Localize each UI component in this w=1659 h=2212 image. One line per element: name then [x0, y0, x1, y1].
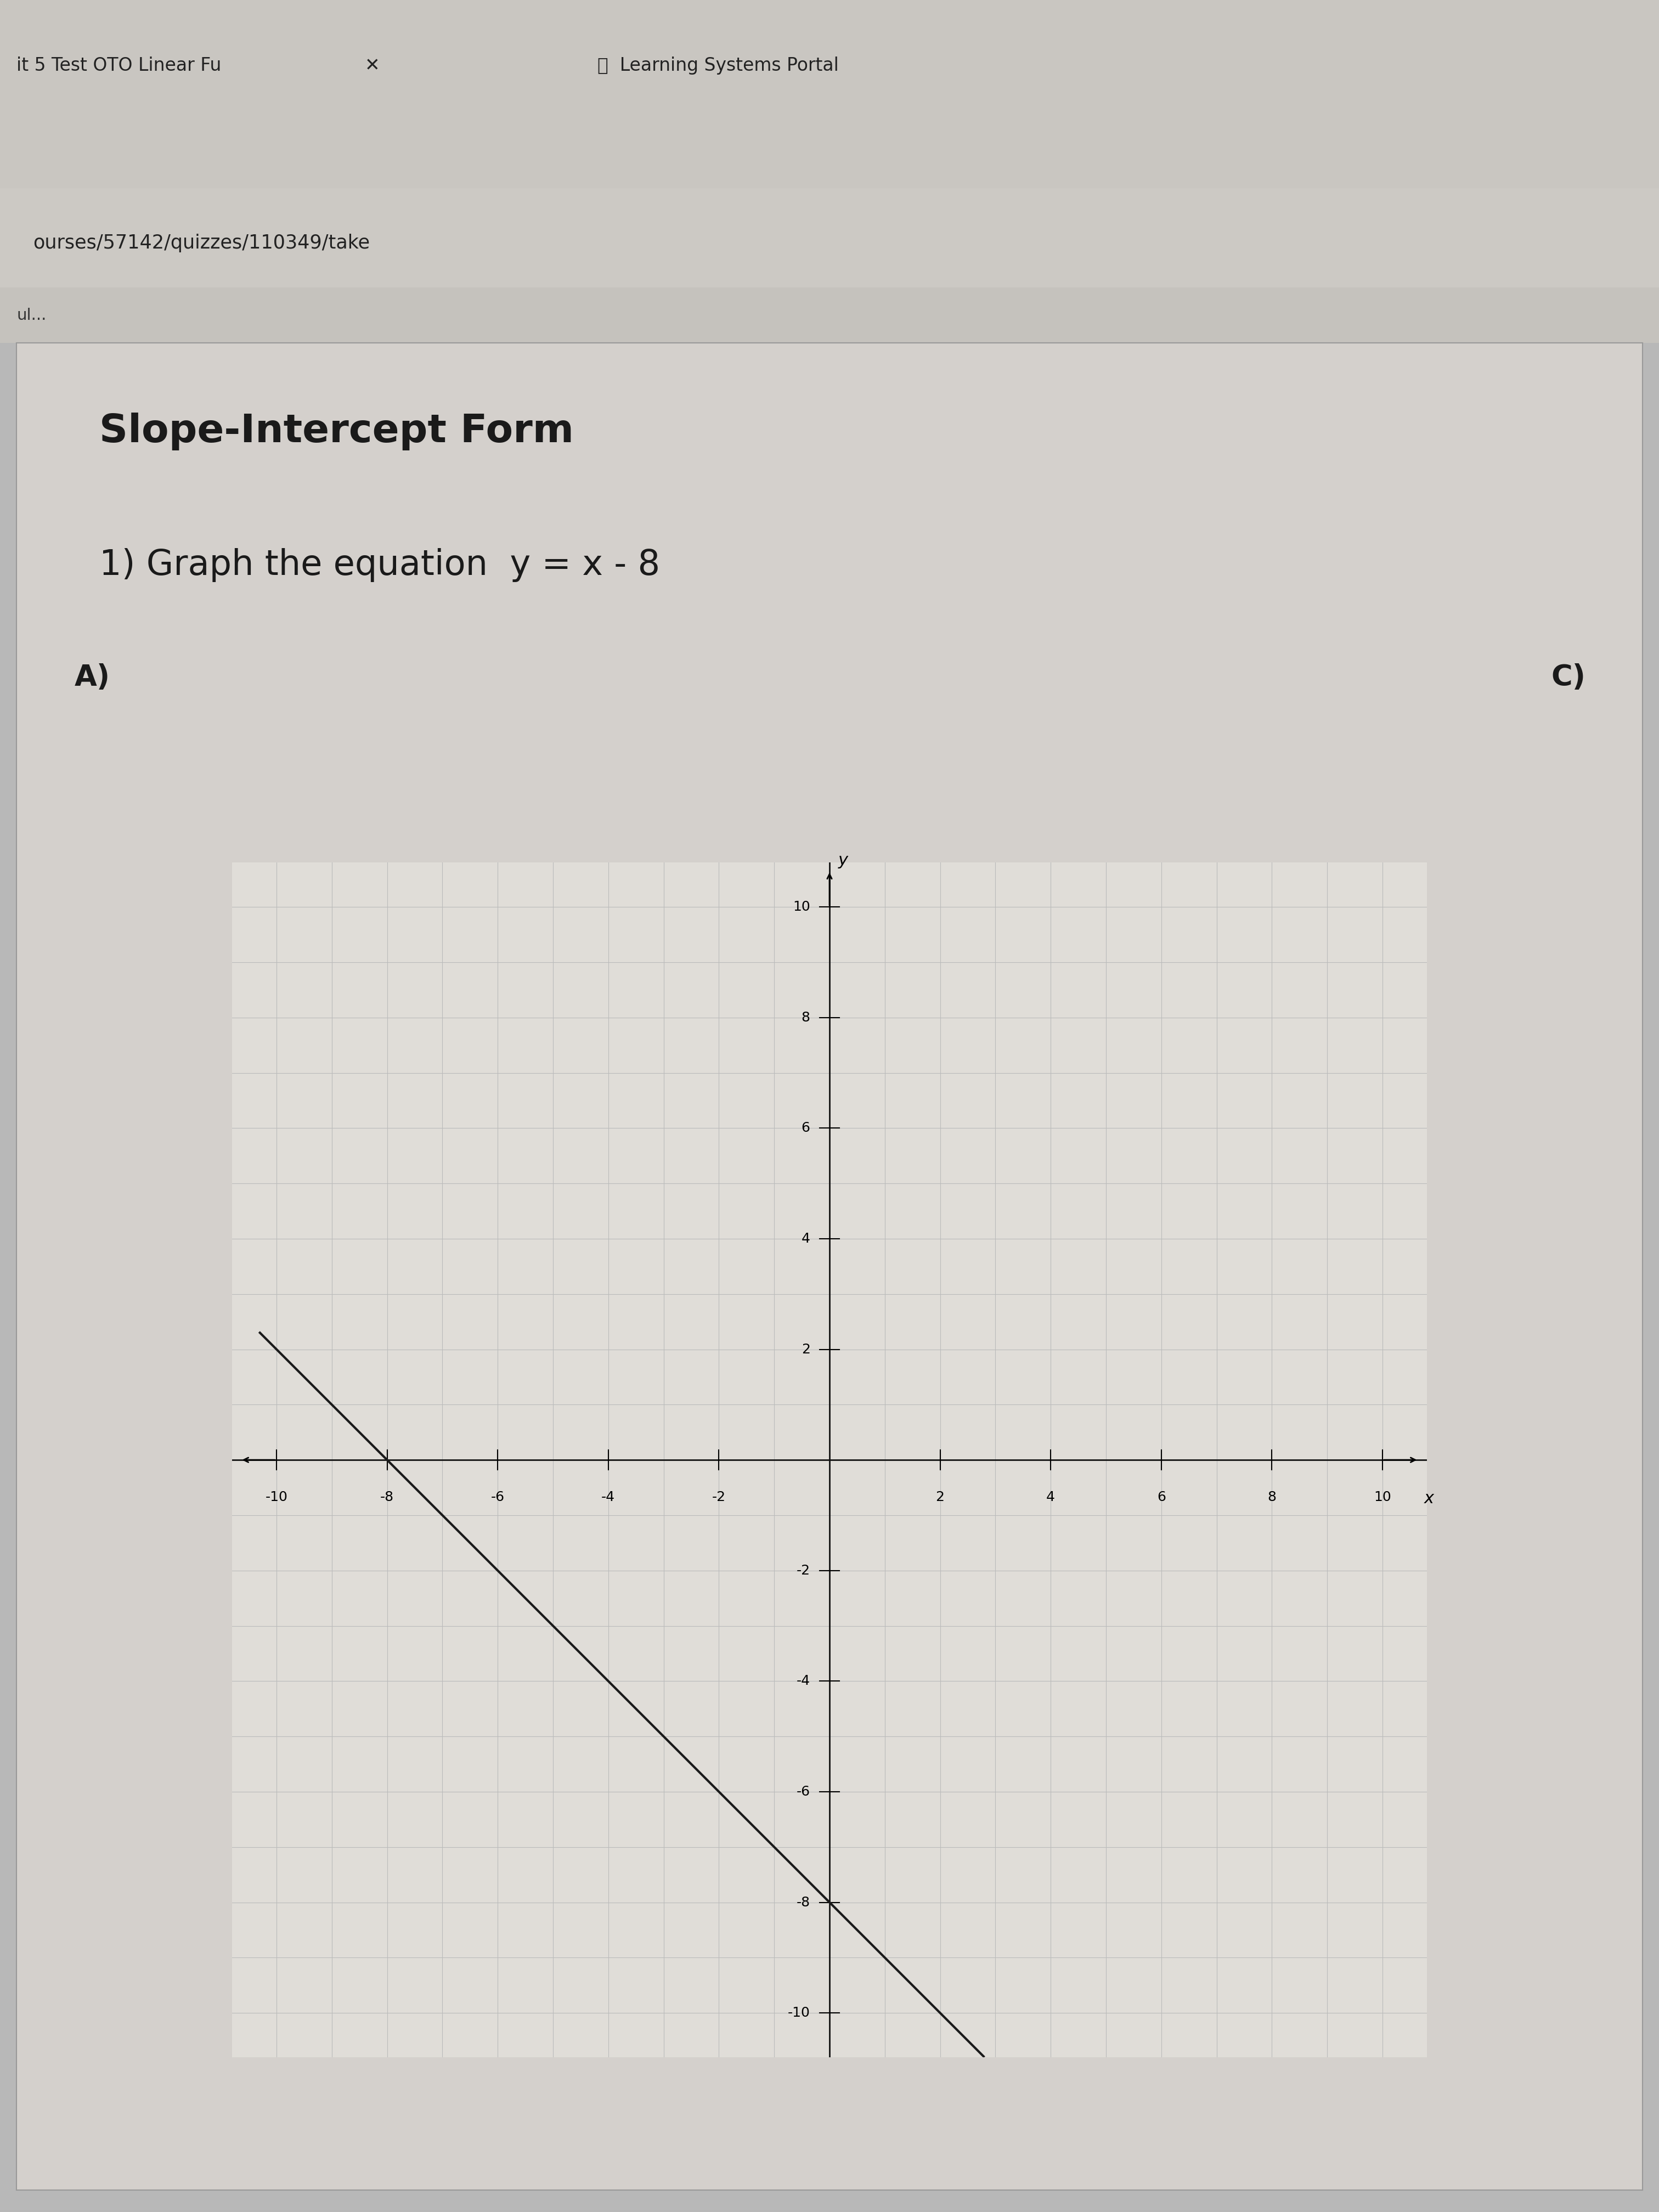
Text: ⬛  Learning Systems Portal: ⬛ Learning Systems Portal	[597, 58, 838, 75]
Text: 10: 10	[1374, 1491, 1392, 1504]
Text: -6: -6	[796, 1785, 810, 1798]
Text: y: y	[838, 852, 848, 867]
Text: 6: 6	[1156, 1491, 1166, 1504]
Text: 2: 2	[936, 1491, 944, 1504]
Text: 8: 8	[801, 1011, 810, 1024]
Text: 4: 4	[1047, 1491, 1055, 1504]
Text: -10: -10	[265, 1491, 287, 1504]
Text: ✕: ✕	[365, 58, 380, 75]
Text: 6: 6	[801, 1121, 810, 1135]
Text: A): A)	[75, 664, 109, 692]
Text: 1) Graph the equation  y = x - 8: 1) Graph the equation y = x - 8	[100, 549, 660, 582]
Text: ul...: ul...	[17, 307, 46, 323]
Text: -4: -4	[796, 1674, 810, 1688]
Text: -8: -8	[380, 1491, 393, 1504]
Text: 8: 8	[1267, 1491, 1276, 1504]
Text: 4: 4	[801, 1232, 810, 1245]
Text: -6: -6	[491, 1491, 504, 1504]
Text: Slope-Intercept Form: Slope-Intercept Form	[100, 414, 574, 451]
Text: ourses/57142/quizzes/110349/take: ourses/57142/quizzes/110349/take	[33, 234, 370, 252]
Text: -10: -10	[788, 2006, 810, 2020]
Text: -2: -2	[796, 1564, 810, 1577]
Text: -4: -4	[602, 1491, 615, 1504]
Text: -8: -8	[796, 1896, 810, 1909]
Text: x: x	[1423, 1491, 1433, 1506]
Text: 2: 2	[801, 1343, 810, 1356]
Text: C): C)	[1551, 664, 1586, 692]
Text: 10: 10	[793, 900, 810, 914]
Text: -2: -2	[712, 1491, 725, 1504]
Text: it 5 Test OTO Linear Fu: it 5 Test OTO Linear Fu	[17, 58, 221, 75]
